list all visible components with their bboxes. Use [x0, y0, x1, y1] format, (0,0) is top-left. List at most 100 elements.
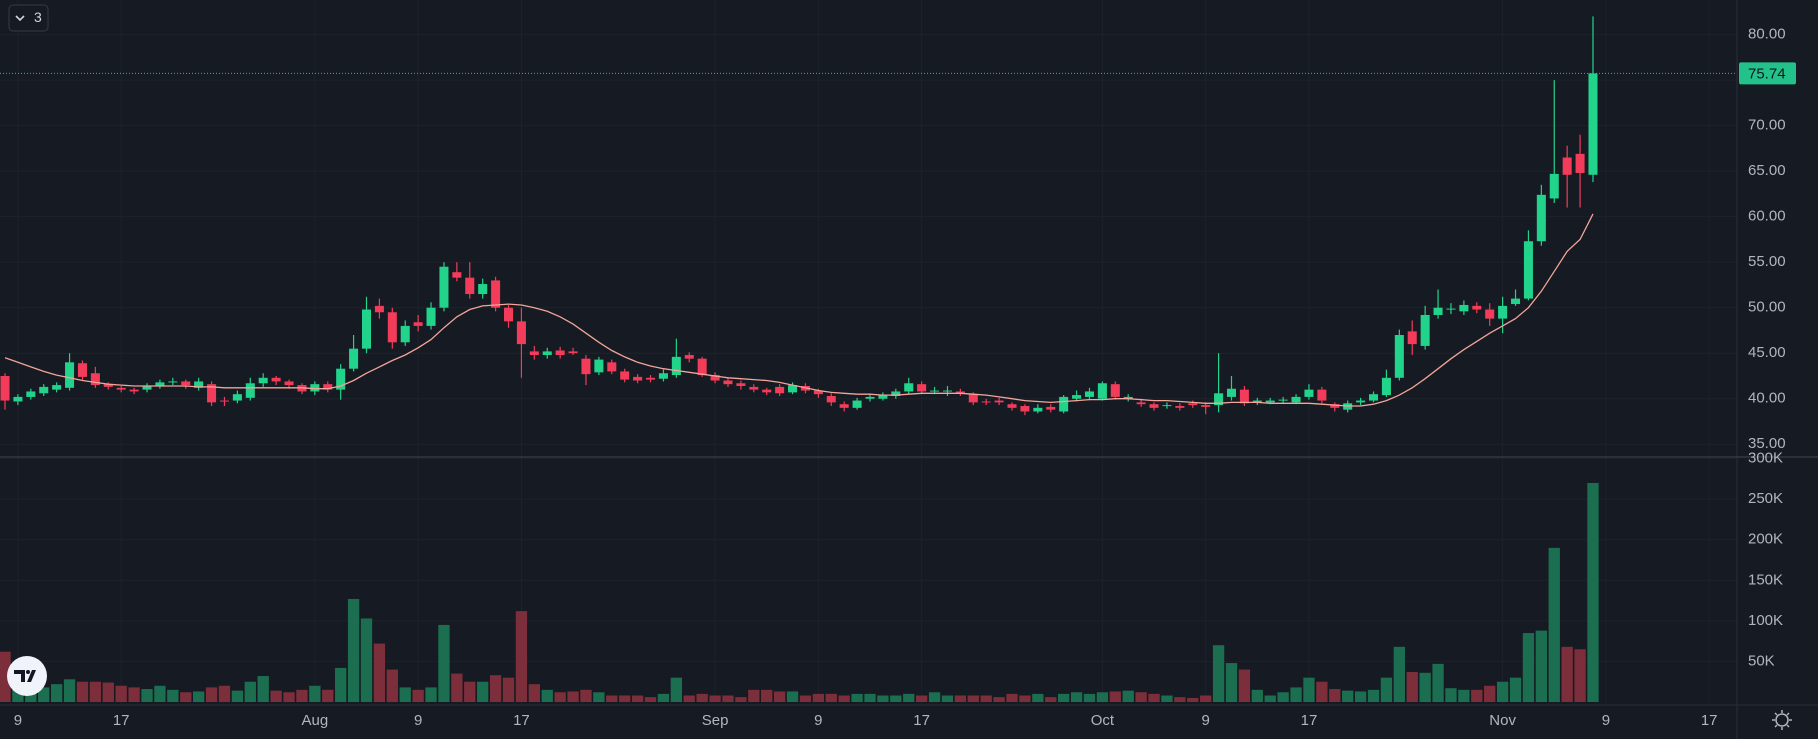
y-tick-label: 80.00 — [1748, 26, 1786, 43]
candle-body — [865, 396, 875, 399]
volume-bar — [980, 695, 992, 702]
candle-body — [1149, 404, 1159, 408]
candle-body — [116, 387, 126, 390]
settings-icon[interactable] — [1772, 710, 1792, 730]
volume-bar — [1354, 691, 1367, 702]
x-tick-label: 9 — [1602, 712, 1610, 729]
volume-tick-label: 150K — [1748, 571, 1783, 588]
volume-bar — [1509, 677, 1522, 702]
volume-bar — [657, 693, 670, 702]
candle-body — [413, 322, 423, 326]
volume-tick-label: 250K — [1748, 490, 1783, 507]
candle-body — [1446, 308, 1456, 310]
x-tick-label: 9 — [814, 712, 822, 729]
chevron-icon — [15, 15, 25, 22]
y-tick-label: 60.00 — [1748, 208, 1786, 225]
candle-body — [219, 400, 229, 402]
volume-bar — [1303, 677, 1315, 702]
candle-body — [891, 391, 901, 397]
candle-body — [194, 381, 204, 388]
volume-bar — [438, 624, 450, 702]
candle-body — [1214, 393, 1224, 406]
volume-bar — [1548, 547, 1560, 702]
candle-body — [1007, 404, 1017, 408]
volume-bar — [1367, 689, 1380, 702]
candle-body — [1265, 400, 1275, 403]
candle-body — [620, 371, 630, 380]
volume-bar — [709, 695, 721, 702]
candle-body — [168, 381, 178, 383]
candle-body — [1407, 331, 1417, 345]
candle-body — [90, 373, 100, 386]
candle-body — [26, 391, 36, 397]
indicator-button[interactable]: 3 — [8, 4, 49, 32]
volume-bar — [373, 643, 386, 702]
volume-bar — [1148, 693, 1160, 702]
candle-body — [529, 351, 539, 356]
volume-bar — [154, 685, 166, 702]
y-tick-label: 50.00 — [1748, 299, 1786, 316]
volume-bar — [735, 697, 747, 702]
price-pane — [0, 16, 1737, 416]
volume-bar — [1019, 695, 1031, 702]
candle-body — [646, 377, 656, 380]
volume-bar — [451, 673, 463, 702]
volume-bar — [1458, 689, 1470, 702]
indicator-button-frame[interactable] — [8, 4, 49, 32]
volume-bar — [180, 692, 192, 702]
volume-bar — [761, 689, 773, 702]
volume-bar — [1032, 693, 1044, 702]
candle-body — [516, 321, 526, 345]
candle-body — [491, 280, 501, 308]
logo-circle[interactable] — [7, 656, 47, 696]
candle-body — [1498, 305, 1508, 319]
candle-body — [658, 373, 668, 379]
volume-bar — [322, 689, 334, 702]
volume-bar — [812, 693, 825, 702]
x-tick-label: 9 — [14, 712, 22, 729]
volume-bar — [696, 693, 708, 702]
volume-bar — [412, 689, 424, 702]
candle-body — [0, 375, 10, 401]
candle-body — [1536, 194, 1546, 242]
candle-body — [361, 309, 372, 349]
volume-bar — [864, 693, 876, 702]
candle-body — [788, 385, 798, 393]
volume-bar — [1096, 692, 1109, 702]
candle-body — [142, 385, 152, 390]
candle-body — [1330, 404, 1340, 408]
candle-body — [1575, 153, 1585, 173]
volume-bar — [1380, 677, 1393, 702]
candle-body — [232, 394, 242, 401]
candle-body — [607, 362, 617, 372]
candle-body — [813, 390, 823, 395]
candle-body — [323, 384, 333, 390]
indicator-count: 3 — [34, 9, 42, 25]
candle-body — [155, 382, 165, 386]
candle-body — [542, 351, 552, 356]
volume-bar — [928, 692, 941, 702]
volume-bar — [270, 690, 282, 702]
volume-bar — [309, 685, 321, 702]
candle-body — [1033, 407, 1043, 412]
volume-bar — [838, 695, 850, 702]
volume-bar — [915, 695, 928, 702]
volume-bar — [515, 611, 528, 702]
volume-bar — [1200, 695, 1212, 702]
volume-bar — [1574, 649, 1586, 702]
volume-bar — [554, 692, 566, 702]
volume-bar — [619, 695, 631, 702]
volume-bar — [1342, 690, 1354, 702]
candle-body — [633, 376, 643, 381]
gear-ring[interactable] — [1775, 713, 1789, 727]
volume-bar — [218, 685, 231, 702]
candle-body — [336, 368, 346, 390]
tv-logo[interactable] — [7, 656, 47, 696]
volume-bar — [967, 695, 979, 702]
candle-body — [1136, 402, 1146, 405]
volume-bar — [386, 669, 398, 702]
volume-bar — [1070, 692, 1083, 702]
volume-bar — [205, 687, 218, 702]
y-tick-label: 65.00 — [1748, 162, 1786, 179]
candle-body — [955, 391, 965, 394]
